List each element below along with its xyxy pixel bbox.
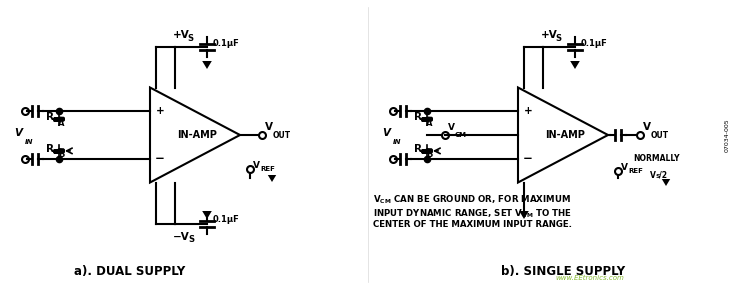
Text: +V: +V [541,30,558,40]
Text: S: S [655,174,660,179]
Text: CENTER OF THE MAXIMUM INPUT RANGE.: CENTER OF THE MAXIMUM INPUT RANGE. [373,220,572,229]
Text: IN-AMP: IN-AMP [545,130,585,140]
Text: R: R [414,112,422,122]
Text: V: V [382,128,390,138]
Text: A: A [58,119,64,128]
Text: IN: IN [25,139,34,145]
Text: a). DUAL SUPPLY: a). DUAL SUPPLY [75,265,186,278]
Text: S: S [188,235,194,244]
Text: REF: REF [628,168,643,174]
Text: REF: REF [260,166,275,172]
Text: S: S [187,34,193,43]
Text: IN-AMP: IN-AMP [177,130,217,140]
Text: www.EEtronics.com: www.EEtronics.com [555,275,624,281]
Text: +V: +V [173,30,190,40]
Text: /2: /2 [659,171,667,180]
Text: 07034-005: 07034-005 [725,118,730,152]
Polygon shape [519,211,529,219]
Text: +: + [523,106,532,116]
Text: V: V [14,128,22,138]
Text: A: A [426,119,433,128]
Text: R: R [46,112,54,122]
Polygon shape [570,61,580,69]
Text: S: S [555,34,561,43]
Text: −: − [523,152,533,165]
Text: 0.1μF: 0.1μF [213,38,240,48]
Text: CM: CM [455,132,467,138]
Polygon shape [202,61,212,69]
Text: b). SINGLE SUPPLY: b). SINGLE SUPPLY [501,265,625,278]
Text: V: V [643,122,651,132]
Text: 0.1μF: 0.1μF [213,216,240,224]
Text: −V: −V [173,232,190,242]
Text: V: V [621,164,628,172]
Text: V: V [650,171,656,180]
Text: INPUT DYNAMIC RANGE, SET $\mathbf{V_{CM}}$ TO THE: INPUT DYNAMIC RANGE, SET $\mathbf{V_{CM}… [373,207,572,220]
Text: NORMALLY: NORMALLY [632,154,679,163]
Text: +: + [156,106,165,116]
Text: 0.1μF: 0.1μF [581,38,608,48]
Text: B: B [58,150,64,159]
Text: −: − [155,152,165,165]
Text: V: V [448,123,455,132]
Polygon shape [662,179,671,186]
Text: V: V [253,162,260,170]
Text: B: B [426,150,433,159]
Text: $\mathbf{V_{CM}}$ CAN BE GROUND OR, FOR MAXIMUM: $\mathbf{V_{CM}}$ CAN BE GROUND OR, FOR … [373,194,571,207]
Polygon shape [202,211,212,219]
Text: OUT: OUT [651,131,669,139]
Text: R: R [414,144,422,154]
Text: V: V [265,122,273,132]
Text: IN: IN [393,139,401,145]
Text: OUT: OUT [273,131,291,139]
Text: R: R [46,144,54,154]
Polygon shape [268,175,276,182]
